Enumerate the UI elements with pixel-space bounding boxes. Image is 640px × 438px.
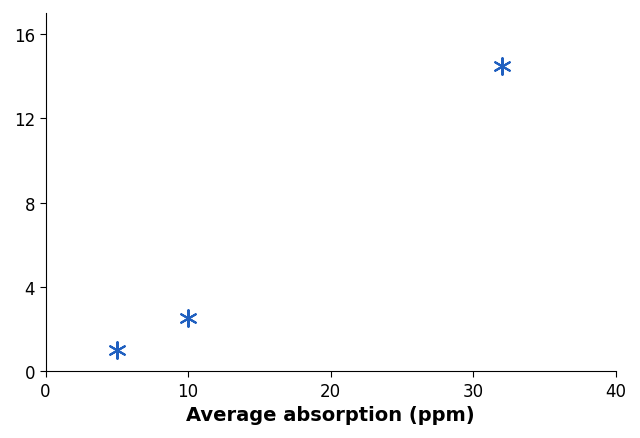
Point — [112, 347, 122, 354]
X-axis label: Average absorption (ppm): Average absorption (ppm) — [186, 405, 475, 424]
Point — [183, 315, 193, 322]
Point — [497, 63, 507, 70]
